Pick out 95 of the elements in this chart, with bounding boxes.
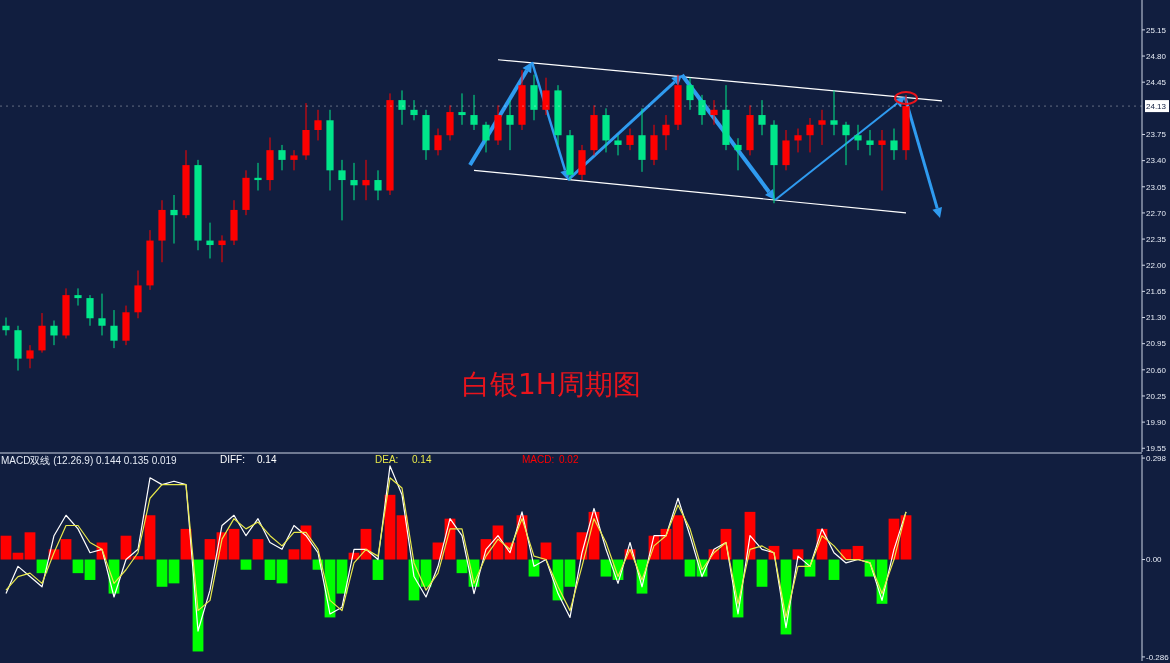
- candlestick: [446, 104, 454, 141]
- candlestick: [734, 137, 742, 171]
- y-tick-label: 22.70: [1146, 208, 1167, 218]
- bar: [264, 559, 276, 580]
- candlestick: [542, 77, 550, 116]
- candlestick: [314, 109, 322, 141]
- candlestick: [470, 94, 478, 131]
- y-tick-label: 24.80: [1146, 51, 1167, 61]
- bar: [204, 539, 216, 560]
- candlestick: [206, 222, 214, 259]
- candlestick: [662, 114, 670, 151]
- text: 白银1H周期图: [462, 368, 641, 401]
- bar: [372, 559, 384, 580]
- candlestick: [890, 128, 898, 161]
- bar: [792, 549, 804, 560]
- candlestick: [830, 89, 838, 136]
- y-tick-label: -0.286: [1146, 652, 1170, 662]
- candlestick: [410, 99, 418, 121]
- y-tick-label: 0.00: [1146, 555, 1163, 565]
- y-tick-label: 21.65: [1146, 287, 1167, 297]
- candlestick: [290, 149, 298, 171]
- y-tick-label: 22.35: [1146, 234, 1167, 244]
- y-tick-label: 23.75: [1146, 130, 1167, 140]
- series-label: DEA:: [375, 454, 399, 465]
- candlestick: [806, 117, 814, 153]
- candlestick: [170, 194, 178, 245]
- candlestick: [866, 129, 874, 156]
- y-tick-label: 25.15: [1146, 25, 1167, 35]
- y-tick-label: 19.90: [1146, 417, 1167, 427]
- bar: [240, 559, 252, 570]
- y-tick-label: 20.60: [1146, 365, 1167, 375]
- y-tick-label: 24.45: [1146, 77, 1167, 87]
- candlestick: [86, 294, 94, 327]
- y-tick-label: 22.00: [1146, 261, 1167, 271]
- ref-line-label: 24.13: [1146, 101, 1167, 111]
- candlestick: [614, 134, 622, 156]
- candlestick: [218, 234, 226, 263]
- candlestick: [458, 92, 466, 126]
- candlestick: [686, 77, 694, 111]
- bar: [852, 545, 864, 560]
- bar: [228, 528, 240, 560]
- annotation: 0.14: [412, 454, 432, 465]
- bar: [0, 535, 12, 560]
- bar: [156, 559, 168, 587]
- candlestick: [794, 128, 802, 153]
- candlestick: [362, 159, 370, 201]
- candlestick: [698, 94, 706, 126]
- candlestick: [98, 293, 106, 336]
- candlestick: [878, 129, 886, 192]
- candlestick: [74, 287, 82, 307]
- candlestick: [374, 169, 382, 201]
- candlestick: [398, 89, 406, 126]
- y-tick-label: 20.25: [1146, 391, 1167, 401]
- candlestick: [842, 121, 850, 166]
- y-tick-label: 20.95: [1146, 339, 1167, 349]
- y-tick-label: 23.05: [1146, 182, 1167, 192]
- bar: [84, 559, 96, 580]
- y-tick-label: 0.298: [1146, 453, 1167, 463]
- bar: [60, 539, 72, 560]
- chart-title: MACD双线 (12.26.9) 0.144 0.135 0.019: [1, 455, 178, 466]
- candlestick: [818, 109, 826, 146]
- candlestick: [758, 99, 766, 136]
- candlestick: [278, 144, 286, 171]
- text: MACD:: [522, 454, 555, 465]
- bar: [672, 515, 684, 560]
- annotation: 0.02: [559, 454, 579, 465]
- bar: [756, 559, 768, 587]
- bar: [600, 559, 612, 577]
- candlestick: [626, 128, 634, 151]
- annotation: 0.14: [257, 454, 277, 465]
- bar: [12, 552, 24, 560]
- candlestick: [506, 99, 514, 151]
- bar: [684, 559, 696, 577]
- candlestick: [2, 317, 10, 336]
- bar: [252, 539, 264, 560]
- bar: [144, 515, 156, 560]
- text: DIFF:: [220, 454, 245, 465]
- bar: [120, 535, 132, 560]
- bar: [288, 549, 300, 560]
- y-tick-label: 19.55: [1146, 444, 1167, 454]
- candlestick: [26, 344, 34, 369]
- candlestick: [50, 320, 58, 346]
- candlestick: [434, 128, 442, 156]
- candlestick: [482, 121, 490, 153]
- y-tick-label: 21.30: [1146, 313, 1167, 323]
- candlestick: [254, 162, 262, 192]
- candlestick: [110, 309, 118, 349]
- bar: [24, 532, 36, 560]
- candlestick: [338, 159, 346, 221]
- candlestick: [710, 99, 718, 126]
- y-tick-label: 23.40: [1146, 156, 1167, 166]
- bar: [564, 559, 576, 587]
- candlestick: [350, 162, 358, 201]
- candlestick: [854, 124, 862, 151]
- bar: [828, 559, 840, 580]
